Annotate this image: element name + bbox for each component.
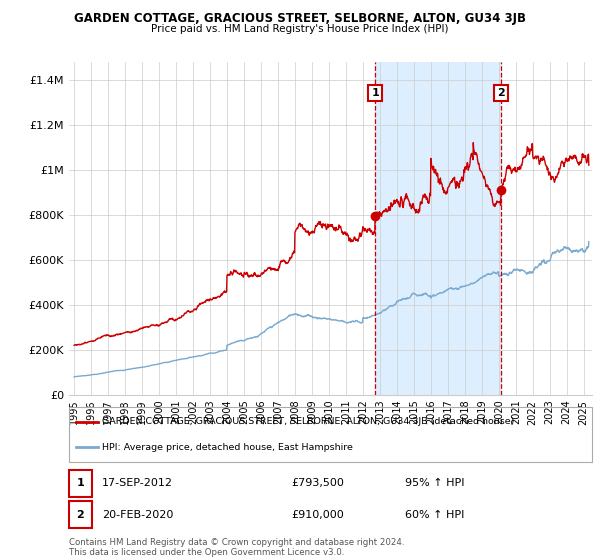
Text: £793,500: £793,500 bbox=[291, 478, 344, 488]
Text: 2: 2 bbox=[77, 510, 84, 520]
Bar bbox=[375, 62, 501, 395]
Text: HPI: Average price, detached house, East Hampshire: HPI: Average price, detached house, East… bbox=[102, 443, 353, 452]
Text: 1: 1 bbox=[77, 478, 84, 488]
Text: Contains HM Land Registry data © Crown copyright and database right 2024.
This d: Contains HM Land Registry data © Crown c… bbox=[69, 538, 404, 557]
Text: 95% ↑ HPI: 95% ↑ HPI bbox=[405, 478, 464, 488]
Text: £910,000: £910,000 bbox=[291, 510, 344, 520]
Text: 20-FEB-2020: 20-FEB-2020 bbox=[102, 510, 173, 520]
Text: 1: 1 bbox=[371, 88, 379, 98]
Text: Price paid vs. HM Land Registry's House Price Index (HPI): Price paid vs. HM Land Registry's House … bbox=[151, 24, 449, 34]
Text: 17-SEP-2012: 17-SEP-2012 bbox=[102, 478, 173, 488]
Text: 2: 2 bbox=[497, 88, 505, 98]
Text: 60% ↑ HPI: 60% ↑ HPI bbox=[405, 510, 464, 520]
Text: GARDEN COTTAGE, GRACIOUS STREET, SELBORNE, ALTON, GU34 3JB (detached house): GARDEN COTTAGE, GRACIOUS STREET, SELBORN… bbox=[102, 417, 514, 426]
Text: GARDEN COTTAGE, GRACIOUS STREET, SELBORNE, ALTON, GU34 3JB: GARDEN COTTAGE, GRACIOUS STREET, SELBORN… bbox=[74, 12, 526, 25]
